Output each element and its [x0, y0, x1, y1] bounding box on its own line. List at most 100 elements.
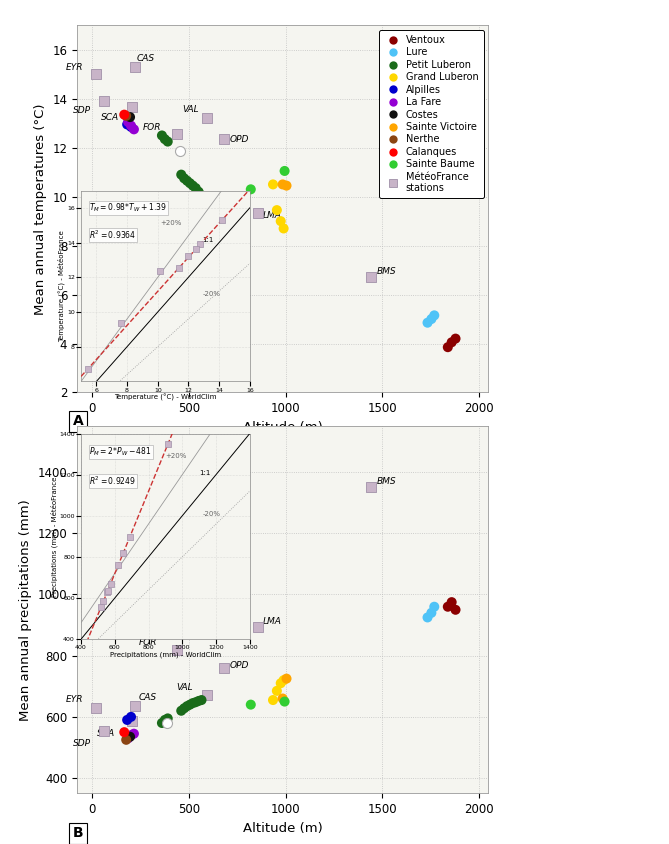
Text: OPD: OPD — [229, 661, 249, 669]
Point — [121, 109, 132, 122]
Point — [172, 127, 183, 141]
Point — [185, 698, 195, 711]
Point — [276, 677, 286, 690]
Point — [122, 117, 132, 131]
Point — [429, 309, 440, 322]
Point — [218, 661, 229, 674]
Point — [252, 206, 263, 219]
Point — [196, 693, 207, 706]
Point — [193, 695, 204, 708]
Point — [272, 203, 282, 217]
Point — [126, 728, 136, 742]
Y-axis label: Mean annual temperatures (°C): Mean annual temperatures (°C) — [33, 103, 47, 315]
Point — [126, 119, 136, 133]
Point — [268, 693, 278, 706]
Point — [422, 611, 433, 625]
Point — [272, 684, 282, 698]
Point — [366, 271, 377, 284]
Text: EYR: EYR — [66, 695, 83, 704]
Point — [124, 111, 135, 124]
Point — [450, 332, 461, 345]
Text: CAS: CAS — [136, 54, 155, 63]
Point — [126, 710, 136, 723]
Point — [98, 724, 109, 738]
Point — [218, 133, 229, 146]
Point — [426, 312, 437, 326]
Point — [268, 177, 278, 191]
Point — [191, 695, 201, 709]
Point — [91, 68, 102, 81]
Point — [196, 189, 207, 203]
Text: SCA: SCA — [102, 112, 120, 122]
Point — [281, 179, 292, 192]
Text: CAS: CAS — [139, 693, 157, 702]
Text: BMS: BMS — [377, 268, 397, 276]
Point — [442, 600, 453, 614]
Text: SCA: SCA — [97, 729, 115, 738]
Text: VAL: VAL — [177, 683, 193, 691]
Point — [130, 60, 140, 73]
Text: OPD: OPD — [229, 135, 249, 143]
Point — [157, 128, 167, 142]
Point — [277, 177, 288, 191]
Point — [202, 111, 213, 125]
Point — [159, 713, 170, 727]
Point — [279, 165, 290, 178]
Point — [128, 727, 139, 740]
Point — [124, 730, 135, 744]
Point — [279, 695, 290, 708]
Text: SDP: SDP — [74, 738, 92, 748]
Point — [182, 700, 193, 713]
Point — [278, 674, 289, 687]
Point — [179, 171, 189, 185]
Text: BMS: BMS — [377, 478, 397, 486]
Point — [252, 619, 263, 633]
Point — [122, 713, 132, 727]
Text: A: A — [73, 414, 84, 429]
Point — [442, 340, 453, 354]
Point — [119, 108, 130, 122]
Point — [193, 185, 204, 198]
Text: B: B — [73, 826, 84, 841]
Point — [446, 336, 457, 349]
Point — [119, 725, 130, 739]
Point — [123, 116, 134, 129]
Point — [163, 711, 173, 725]
Point — [366, 480, 377, 494]
Point — [123, 732, 134, 745]
Point — [161, 717, 172, 730]
Text: LMA: LMA — [263, 617, 282, 625]
Point — [202, 689, 213, 702]
Point — [172, 643, 183, 657]
Point — [157, 717, 167, 730]
Point — [98, 95, 109, 108]
Point — [175, 144, 185, 158]
Point — [446, 595, 457, 609]
Point — [176, 168, 187, 181]
Point — [246, 182, 256, 196]
Point — [191, 181, 201, 195]
Point — [187, 696, 198, 710]
Text: FOR: FOR — [142, 122, 161, 132]
Y-axis label: Mean annual precipitations (mm): Mean annual precipitations (mm) — [19, 499, 32, 721]
Text: FOR: FOR — [138, 638, 157, 647]
Point — [185, 176, 195, 190]
X-axis label: Altitude (m): Altitude (m) — [243, 822, 322, 835]
Text: EYR: EYR — [66, 62, 83, 72]
Point — [163, 135, 173, 149]
Point — [176, 704, 187, 717]
Point — [182, 174, 193, 187]
Point — [91, 701, 102, 714]
Point — [126, 715, 137, 728]
Point — [426, 606, 437, 619]
Point — [246, 698, 256, 711]
X-axis label: Altitude (m): Altitude (m) — [243, 421, 322, 434]
Point — [179, 701, 189, 715]
Point — [278, 222, 289, 235]
Point — [126, 120, 136, 133]
Text: SDP: SDP — [74, 106, 92, 116]
Point — [422, 316, 433, 329]
Point — [126, 100, 137, 114]
Point — [450, 603, 461, 616]
Point — [128, 122, 139, 136]
